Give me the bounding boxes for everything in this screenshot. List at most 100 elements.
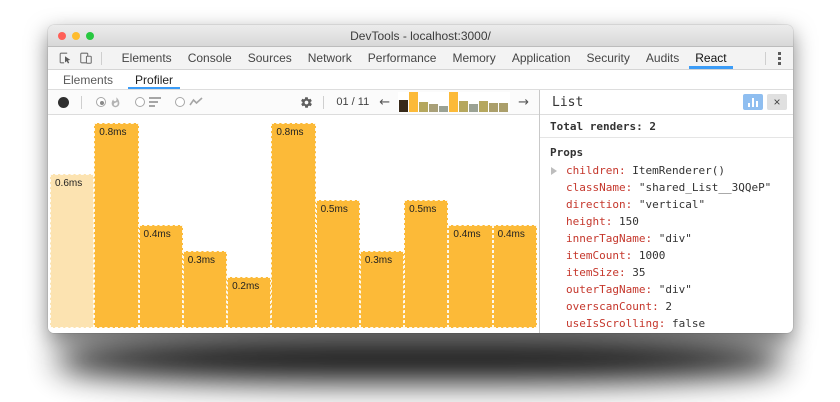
- toolbar-divider: [764, 51, 766, 65]
- details-panel-header: List ×: [540, 90, 793, 115]
- zoom-window-button[interactable]: [86, 32, 94, 40]
- inspect-element-icon[interactable]: [54, 47, 75, 69]
- commit-bar-label: 0.4ms: [497, 229, 525, 240]
- toolbar-divider: [81, 95, 82, 109]
- react-tab-profiler[interactable]: Profiler: [124, 70, 184, 89]
- commit-bar-6[interactable]: 0.8ms: [271, 123, 316, 328]
- toolbar-divider: [100, 51, 102, 65]
- window-titlebar[interactable]: DevTools - localhost:3000/: [48, 25, 793, 47]
- prop-expand-icon[interactable]: [551, 167, 557, 175]
- prop-row-outerTagName: outerTagName: "div": [540, 281, 793, 298]
- devtools-tab-security[interactable]: Security: [586, 51, 630, 65]
- commit-bar-11[interactable]: 0.4ms: [492, 225, 537, 328]
- interactions-view-radio[interactable]: [175, 97, 203, 107]
- next-snapshot-button[interactable]: →: [518, 94, 529, 110]
- commit-bar-label: 0.6ms: [55, 178, 83, 189]
- selected-component-name: List: [552, 94, 584, 110]
- snapshot-bar-4[interactable]: [429, 104, 439, 112]
- flamegraph-view-radio[interactable]: [96, 96, 121, 109]
- prop-row-innerTagName: innerTagName: "div": [540, 230, 793, 247]
- previous-snapshot-button[interactable]: ←: [379, 94, 391, 110]
- snapshot-bar-9[interactable]: [479, 101, 489, 112]
- snapshot-bar-3[interactable]: [419, 102, 429, 112]
- commit-bar-label: 0.3ms: [187, 255, 216, 266]
- total-renders-row: Total renders: 2: [540, 115, 793, 138]
- prop-key: innerTagName:: [566, 232, 653, 245]
- prop-row-itemSize: itemSize: 35: [540, 264, 793, 281]
- commit-bar-label: 0.5ms: [320, 204, 348, 215]
- commit-bar-label: 0.3ms: [364, 255, 393, 266]
- devtools-tab-performance[interactable]: Performance: [367, 51, 437, 65]
- prop-row-height: height: 150: [540, 213, 793, 230]
- prop-value: 150: [612, 215, 639, 228]
- devtools-tab-elements[interactable]: Elements: [121, 51, 172, 65]
- close-window-button[interactable]: [58, 32, 66, 40]
- settings-gear-icon[interactable]: [300, 96, 313, 109]
- ranked-bars-icon: [149, 97, 161, 107]
- snapshot-selector-chart[interactable]: [398, 92, 511, 112]
- commit-bar-5[interactable]: 0.2ms: [227, 277, 272, 328]
- commit-bar-2[interactable]: 0.8ms: [94, 123, 139, 328]
- device-toolbar-icon[interactable]: [75, 47, 96, 69]
- record-button[interactable]: [58, 96, 69, 108]
- snapshot-bar-6[interactable]: [449, 92, 459, 112]
- chart-toggle-button[interactable]: [743, 94, 763, 110]
- prop-key: height:: [566, 215, 613, 228]
- minimize-window-button[interactable]: [72, 32, 80, 40]
- snapshot-bar-10[interactable]: [489, 103, 499, 112]
- snapshot-bar-7[interactable]: [459, 101, 469, 112]
- snapshot-bar-2[interactable]: [409, 92, 419, 112]
- more-options-icon[interactable]: [770, 47, 789, 69]
- props-section-title: Props: [550, 146, 584, 159]
- interactions-line-icon: [189, 97, 203, 106]
- react-tab-elements[interactable]: Elements: [63, 72, 114, 87]
- snapshot-bar-11[interactable]: [499, 103, 509, 112]
- devtools-tab-sources[interactable]: Sources: [247, 51, 292, 65]
- devtools-tab-strip: Elements Console Sources Network Performance…: [114, 47, 735, 69]
- prop-row-direction: direction: "vertical": [540, 196, 793, 213]
- commit-bar-4[interactable]: 0.3ms: [182, 251, 228, 328]
- prop-row-children: children: ItemRenderer(): [540, 162, 793, 179]
- commit-bar-7[interactable]: 0.5ms: [315, 200, 360, 328]
- radio-icon: [135, 97, 145, 107]
- prop-key: direction:: [566, 198, 633, 211]
- prop-row-className: className: "shared_List__3QQeP": [540, 179, 793, 196]
- snapshot-bar-1-selected[interactable]: [399, 100, 409, 112]
- prop-value: 1000: [632, 249, 666, 262]
- component-details-panel: List × Total renders: 2 Props children: …: [539, 90, 793, 333]
- total-renders-label: Total renders:: [550, 120, 643, 133]
- prop-key: itemSize:: [566, 266, 626, 279]
- commit-bar-label: 0.8ms: [99, 127, 127, 138]
- details-panel-body: Total renders: 2 Props children: ItemRen…: [540, 115, 793, 333]
- ranked-view-radio[interactable]: [135, 97, 161, 107]
- devtools-tab-console[interactable]: Console: [187, 51, 232, 65]
- devtools-tab-network[interactable]: Network: [307, 51, 352, 65]
- prop-value: 35: [625, 266, 646, 279]
- devtools-tab-application[interactable]: Application: [511, 51, 571, 65]
- devtools-tab-audits[interactable]: Audits: [645, 51, 680, 65]
- prop-value: "div": [652, 283, 692, 296]
- snapshot-counter: 01 / 11: [336, 96, 370, 108]
- devtools-tab-react[interactable]: React: [687, 47, 734, 69]
- prop-key: className:: [566, 181, 633, 194]
- prop-value: "div": [652, 232, 692, 245]
- prop-value: false: [665, 317, 706, 330]
- commit-bar-9[interactable]: 0.5ms: [404, 200, 449, 328]
- commit-bar-3[interactable]: 0.4ms: [138, 225, 183, 328]
- close-panel-button[interactable]: ×: [767, 94, 787, 110]
- snapshot-bar-5[interactable]: [439, 106, 449, 112]
- devtools-tab-memory[interactable]: Memory: [452, 51, 496, 65]
- prop-row-itemCount: itemCount: 1000: [540, 247, 793, 264]
- radio-icon: [96, 97, 106, 107]
- commit-bar-8[interactable]: 0.3ms: [359, 251, 405, 328]
- commit-bar-label: 0.4ms: [143, 229, 171, 240]
- flame-icon: [111, 96, 120, 107]
- commit-bar-10[interactable]: 0.4ms: [448, 225, 493, 328]
- commit-bar-1[interactable]: 0.6ms: [50, 174, 95, 328]
- profiler-toolbar: 01 / 11 ← →: [48, 90, 539, 115]
- props-list: children: ItemRenderer() className: "shar…: [540, 162, 793, 333]
- commit-bar-label: 0.2ms: [232, 281, 260, 292]
- snapshot-bar-8[interactable]: [469, 104, 479, 112]
- prop-value: "shared_List__3QQeP": [632, 181, 772, 194]
- commit-bar-label: 0.4ms: [453, 229, 481, 240]
